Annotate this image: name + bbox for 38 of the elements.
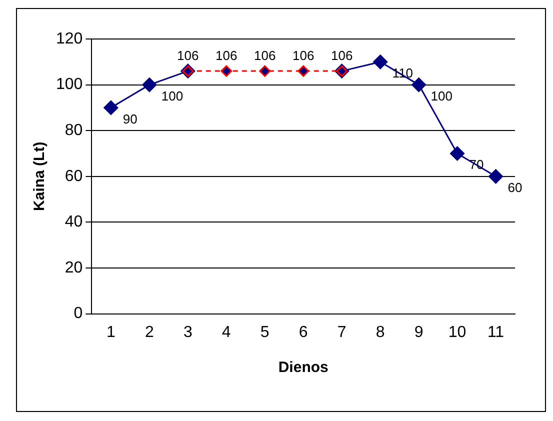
- point: [450, 146, 465, 161]
- data-label: 106: [292, 48, 314, 64]
- y-tick-label: 120: [56, 30, 83, 48]
- point: [373, 54, 388, 70]
- x-tick-label: 10: [448, 324, 466, 341]
- point: [104, 100, 118, 115]
- x-tick-label: 3: [183, 324, 192, 341]
- y-tick-label: 0: [74, 305, 83, 322]
- data-label: 106: [330, 48, 353, 64]
- data-label: 90: [122, 111, 138, 126]
- point: [298, 65, 310, 77]
- x-tick-label: 4: [222, 324, 231, 341]
- x-tick-label: 7: [337, 324, 346, 341]
- point: [412, 78, 426, 92]
- x-tick-label: 9: [414, 324, 424, 341]
- y-tick-label: 80: [64, 122, 83, 140]
- point: [142, 78, 157, 92]
- x-tick-label: 11: [487, 324, 504, 341]
- point: [259, 65, 271, 77]
- data-label: 100: [161, 88, 184, 104]
- y-axis-title: Kaina (Lt): [31, 142, 48, 211]
- x-tick-label: 6: [298, 324, 308, 341]
- data-label: 106: [254, 48, 276, 64]
- point: [488, 169, 504, 184]
- y-tick-label: 60: [64, 168, 83, 185]
- data-label: 60: [508, 180, 522, 195]
- y-tick-label: 100: [56, 76, 83, 94]
- x-axis-title: Dienos: [278, 359, 328, 376]
- x-tick-label: 5: [260, 324, 270, 341]
- y-tick-label: 40: [64, 214, 83, 231]
- x-tick-label: 2: [144, 324, 154, 341]
- data-label: 100: [430, 88, 452, 104]
- data-label: 106: [177, 48, 199, 64]
- y-tick-label: 20: [64, 259, 83, 276]
- x-tick-label: 1: [106, 324, 116, 341]
- data-label: 106: [216, 48, 238, 64]
- point: [220, 65, 232, 77]
- x-tick-label: 8: [376, 324, 385, 341]
